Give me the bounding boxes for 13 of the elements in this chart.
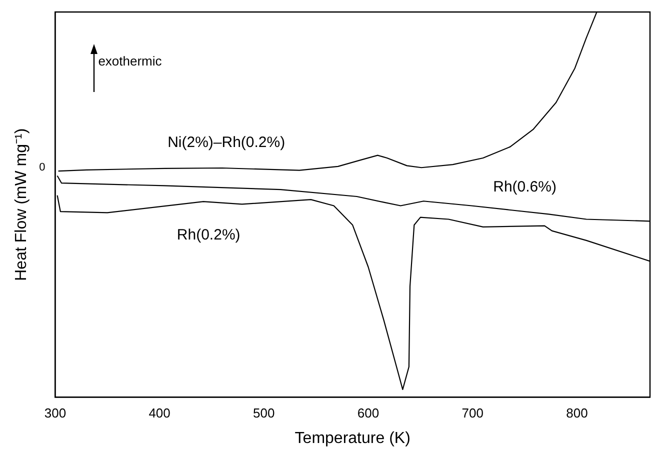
series-label: Rh(0.2%) — [176, 226, 240, 244]
x-tick-label: 500 — [253, 406, 275, 421]
text: 0 — [39, 161, 46, 174]
x-tick-label: 800 — [566, 406, 588, 421]
x-tick-label: 400 — [148, 406, 170, 421]
x-tick-label: 600 — [357, 406, 380, 421]
y-axis-title: Heat Flow (mW mg⁻¹) — [13, 128, 30, 281]
annotation: exothermic — [98, 54, 162, 69]
x-axis-title: Temperature (K) — [294, 430, 410, 447]
series-label: Rh(0.6%) — [493, 178, 556, 196]
series-label: Ni(2%)–Rh(0.2%) — [168, 134, 286, 152]
x-tick-label: 300 — [44, 406, 66, 421]
x-tick-label: 700 — [462, 406, 484, 421]
